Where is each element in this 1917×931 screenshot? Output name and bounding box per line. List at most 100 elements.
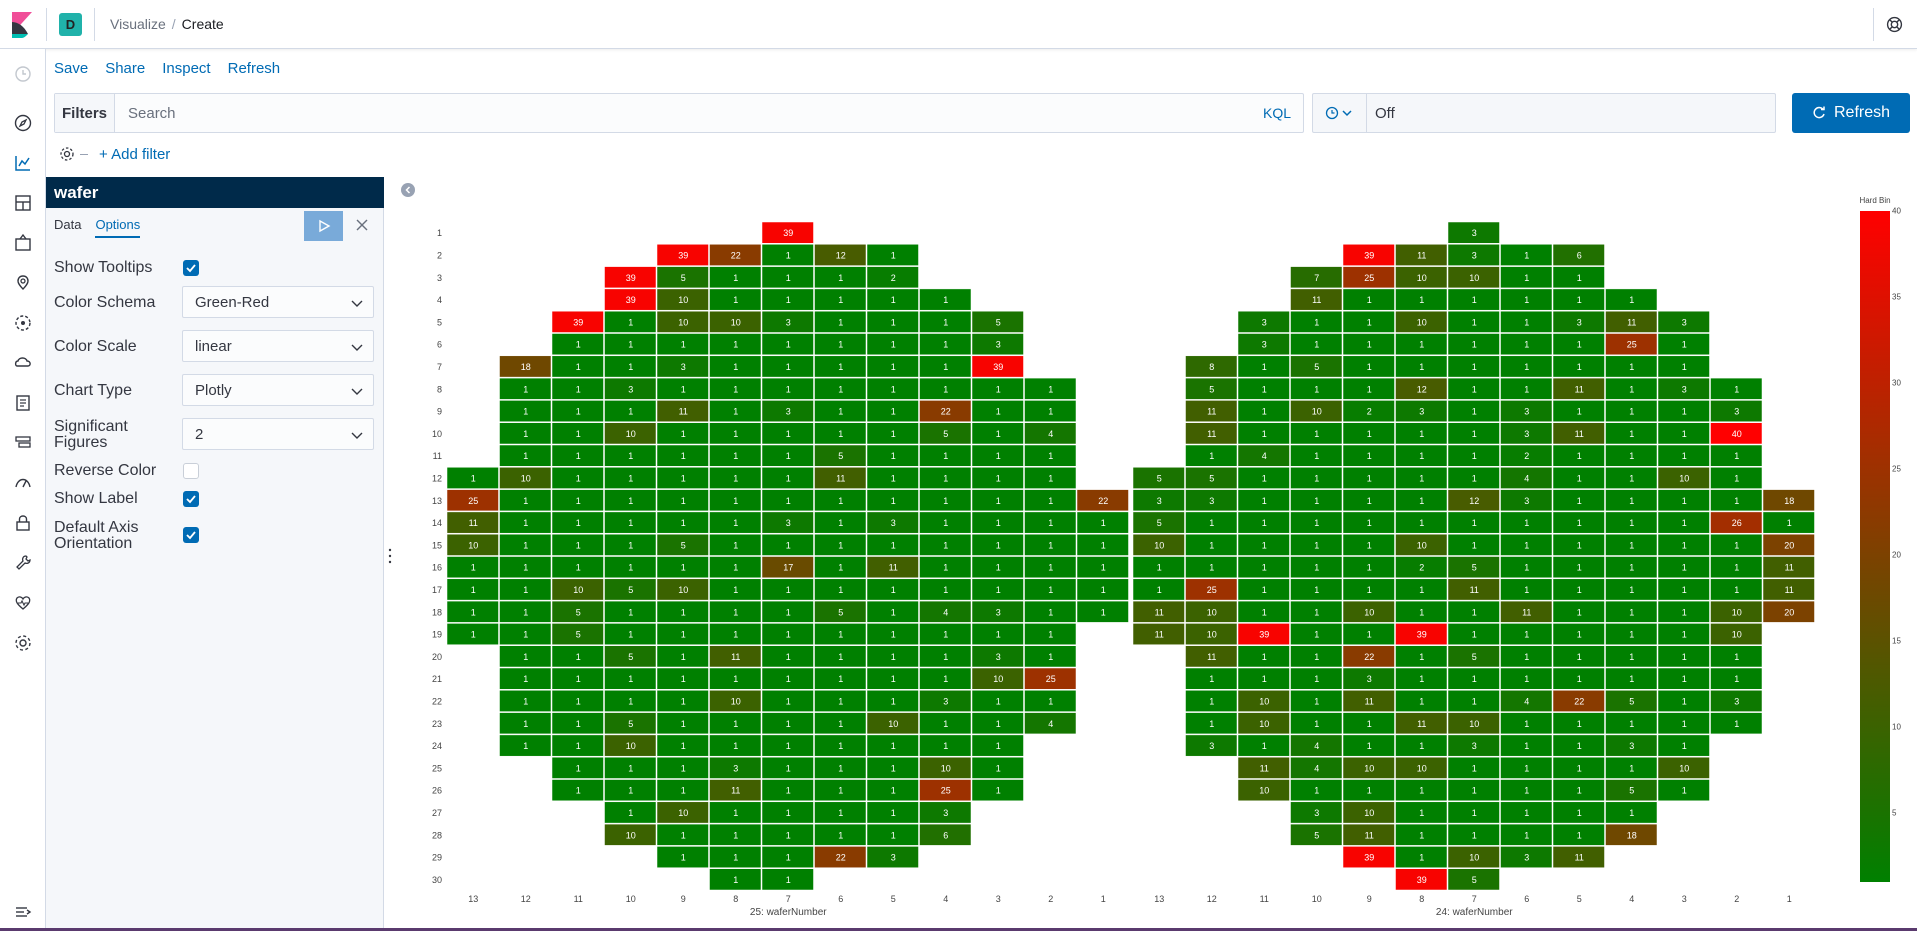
show-label-checkbox[interactable] bbox=[183, 491, 199, 507]
heatmap-cell bbox=[551, 310, 604, 333]
heatmap-cell bbox=[1657, 489, 1710, 512]
heatmap-cell bbox=[709, 779, 762, 802]
breadcrumb-create: Create bbox=[181, 16, 224, 32]
cell-label: 1 bbox=[996, 563, 1001, 573]
heatmap-cell bbox=[1710, 467, 1763, 489]
heatmap-cell bbox=[1132, 578, 1185, 601]
canvas-icon[interactable] bbox=[13, 233, 33, 253]
x-tick-label: 12 bbox=[1207, 894, 1217, 904]
collapse-sidebar-button[interactable] bbox=[401, 183, 415, 197]
quick-menu-button[interactable] bbox=[1313, 94, 1367, 132]
heatmap-cell bbox=[814, 310, 867, 333]
cell-label: 10 bbox=[678, 295, 688, 305]
discard-changes-button[interactable] bbox=[352, 215, 372, 235]
tab-data[interactable]: Data bbox=[54, 217, 82, 232]
heatmap-cell bbox=[1447, 511, 1500, 534]
x-tick-label: 1 bbox=[1787, 894, 1792, 904]
cell-label: 1 bbox=[891, 295, 896, 305]
heatmap-cell bbox=[971, 444, 1024, 467]
cell-label: 1 bbox=[996, 696, 1001, 706]
heatmap-cell bbox=[656, 422, 709, 445]
collapse-nav-icon[interactable] bbox=[13, 902, 33, 922]
cell-label: 1 bbox=[891, 429, 896, 439]
ml-icon[interactable] bbox=[13, 313, 33, 333]
maps-icon[interactable] bbox=[13, 273, 33, 293]
share-link[interactable]: Share bbox=[105, 60, 146, 77]
management-gear-icon[interactable] bbox=[13, 633, 33, 653]
check-icon bbox=[186, 264, 196, 273]
heatmap-cell bbox=[656, 756, 709, 779]
heatmap-cell bbox=[656, 779, 709, 802]
help-icon[interactable] bbox=[1886, 16, 1903, 33]
visualize-chart-icon[interactable] bbox=[13, 153, 33, 173]
cell-label: 1 bbox=[681, 719, 686, 729]
heatmap-cell bbox=[551, 533, 604, 556]
heatmap-cell bbox=[1447, 623, 1500, 645]
cell-label: 1 bbox=[576, 496, 581, 506]
cell-label: 10 bbox=[1417, 273, 1427, 283]
chart-type-select[interactable]: Plotly bbox=[182, 374, 374, 406]
heatmap-cell bbox=[1290, 756, 1343, 779]
dev-tools-wrench-icon[interactable] bbox=[13, 553, 33, 573]
infrastructure-icon[interactable] bbox=[13, 353, 33, 373]
add-filter-link[interactable]: + Add filter bbox=[99, 146, 171, 163]
reverse-color-checkbox[interactable] bbox=[183, 463, 199, 479]
refresh-interval-value[interactable]: Off bbox=[1375, 105, 1395, 122]
kibana-logo-icon[interactable] bbox=[10, 12, 34, 38]
heatmap-cell bbox=[761, 823, 814, 846]
filter-settings-gear-icon[interactable] bbox=[59, 146, 75, 162]
breadcrumb-visualize[interactable]: Visualize bbox=[110, 16, 166, 32]
monitoring-heartbeat-icon[interactable] bbox=[13, 593, 33, 613]
show-tooltips-checkbox[interactable] bbox=[183, 260, 199, 276]
save-link[interactable]: Save bbox=[54, 60, 89, 77]
refresh-icon bbox=[1813, 106, 1825, 119]
cell-label: 12 bbox=[1469, 496, 1479, 506]
cell-label: 1 bbox=[786, 451, 791, 461]
cell-label: 10 bbox=[678, 808, 688, 818]
inspect-link[interactable]: Inspect bbox=[162, 60, 211, 77]
heatmap-cell bbox=[656, 846, 709, 868]
tab-options[interactable]: Options bbox=[95, 217, 141, 238]
cell-label: 1 bbox=[996, 473, 1001, 483]
heatmap-cell bbox=[1237, 578, 1290, 601]
discover-compass-icon[interactable] bbox=[13, 113, 33, 133]
cell-label: 1 bbox=[628, 317, 633, 327]
cell-label: 1 bbox=[1314, 719, 1319, 729]
heatmap-cell bbox=[1076, 556, 1129, 579]
refresh-button[interactable]: Refresh bbox=[1792, 93, 1910, 133]
cell-label: 1 bbox=[786, 295, 791, 305]
cell-label: 1 bbox=[1367, 518, 1372, 528]
siem-lock-icon[interactable] bbox=[13, 513, 33, 533]
apm-icon[interactable] bbox=[13, 433, 33, 453]
heatmap-cell bbox=[971, 533, 1024, 556]
heatmap-cell bbox=[499, 667, 552, 690]
heatmap-cell bbox=[1132, 467, 1185, 489]
significant-figures-select[interactable]: 2 bbox=[182, 418, 374, 450]
cell-label: 1 bbox=[1577, 496, 1582, 506]
color-schema-select[interactable]: Green-Red bbox=[182, 286, 374, 318]
logs-icon[interactable] bbox=[13, 393, 33, 413]
resize-handle-icon[interactable] bbox=[388, 548, 392, 564]
cell-label: 1 bbox=[786, 340, 791, 350]
refresh-link[interactable]: Refresh bbox=[227, 60, 281, 77]
color-scale-select[interactable]: linear bbox=[182, 330, 374, 362]
uptime-icon[interactable] bbox=[13, 473, 33, 493]
dashboard-icon[interactable] bbox=[13, 193, 33, 213]
default-axis-orientation-checkbox[interactable] bbox=[183, 527, 199, 543]
heatmap-cell bbox=[761, 489, 814, 512]
heatmap-cell bbox=[1447, 712, 1500, 735]
kql-language-toggle[interactable]: KQL bbox=[1262, 105, 1291, 121]
heatmap-cell bbox=[1605, 712, 1658, 735]
recent-clock-icon[interactable] bbox=[13, 64, 33, 84]
heatmap-cell bbox=[1710, 556, 1763, 579]
space-avatar[interactable]: D bbox=[59, 13, 82, 36]
cell-label: 1 bbox=[1682, 451, 1687, 461]
heatmap-cell bbox=[1237, 489, 1290, 512]
cell-label: 1 bbox=[628, 407, 633, 417]
cell-label: 1 bbox=[891, 473, 896, 483]
search-input[interactable] bbox=[116, 95, 1216, 131]
heatmap-cell bbox=[761, 756, 814, 779]
heatmap-cell bbox=[814, 400, 867, 422]
apply-changes-button[interactable] bbox=[304, 211, 343, 241]
cell-label: 10 bbox=[1207, 630, 1217, 640]
